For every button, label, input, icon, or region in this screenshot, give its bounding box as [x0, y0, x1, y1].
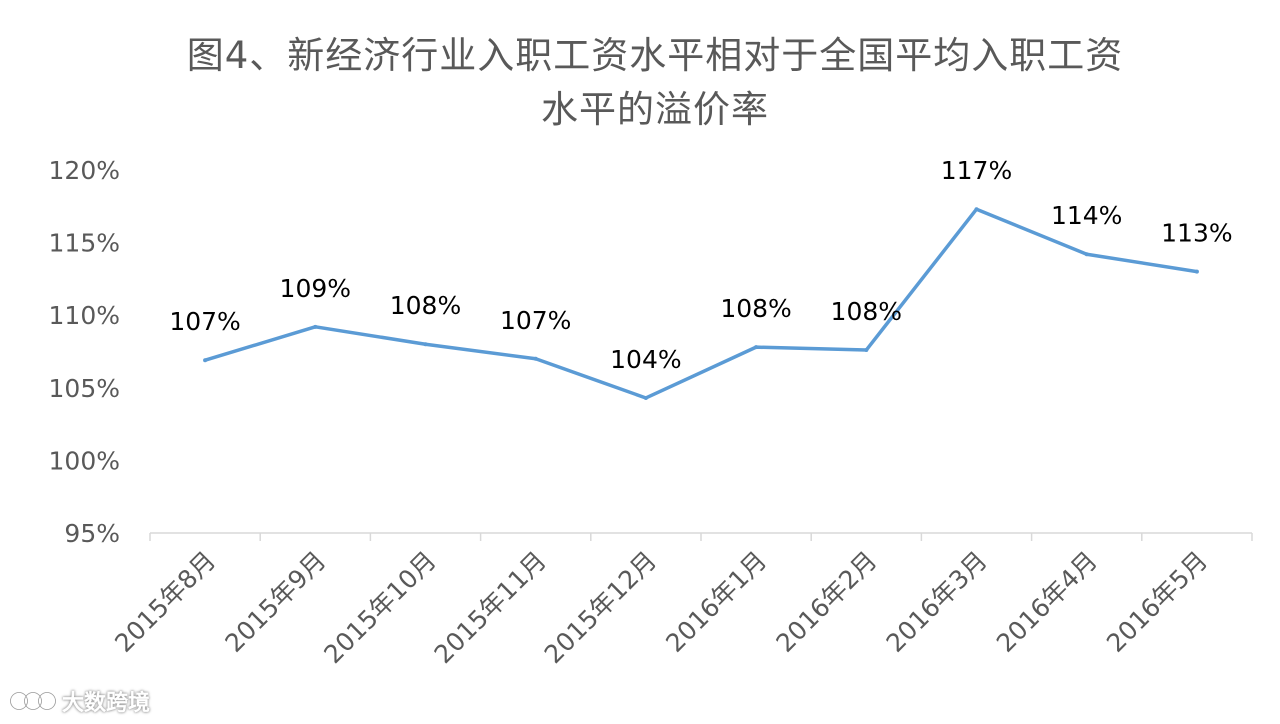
x-tick-label: 2015年10月	[318, 546, 441, 669]
data-labels: 107% 109% 108% 107% 104% 108% 108% 117% 114% 113%	[169, 156, 1232, 374]
data-point	[1194, 269, 1199, 274]
data-point	[1084, 252, 1089, 257]
y-tick-label: 110%	[49, 301, 120, 330]
chart-title-line1: 图4、新经济行业入职工资水平相对于全国平均入职工资	[186, 34, 1124, 77]
y-tick-label: 120%	[49, 156, 120, 185]
x-tick-label: 2016年2月	[770, 546, 882, 658]
data-point	[754, 345, 759, 350]
data-label: 107%	[169, 307, 240, 336]
data-point	[864, 348, 869, 353]
data-point	[423, 342, 428, 347]
watermark-text: 大数跨境	[62, 691, 151, 716]
y-axis: 95% 100% 105% 110% 115% 120%	[49, 156, 120, 548]
x-tick-label: 2016年5月	[1101, 546, 1213, 658]
data-label: 117%	[941, 156, 1012, 185]
data-point	[974, 207, 979, 212]
x-tick-label: 2015年11月	[429, 546, 552, 669]
y-tick-label: 100%	[49, 446, 120, 475]
x-tick-label: 2016年4月	[991, 546, 1103, 658]
x-tick-label: 2016年3月	[881, 546, 993, 658]
watermark: 大数跨境	[10, 686, 150, 716]
chart-title-line2: 水平的溢价率	[541, 88, 769, 131]
data-label: 114%	[1051, 201, 1122, 230]
x-axis: 2015年8月2015年9月2015年10月2015年11月2015年12月20…	[109, 532, 1253, 669]
data-label: 108%	[831, 297, 902, 326]
x-tick-label: 2015年12月	[539, 546, 662, 669]
data-label: 108%	[720, 294, 791, 323]
x-tick-label: 2016年1月	[660, 546, 772, 658]
series	[203, 207, 1199, 400]
y-tick-label: 115%	[49, 229, 120, 258]
data-label: 108%	[390, 291, 461, 320]
data-label: 107%	[500, 306, 571, 335]
data-point	[533, 356, 538, 361]
data-label: 113%	[1161, 219, 1232, 248]
x-tick-label: 2015年8月	[109, 546, 221, 658]
series-line	[203, 207, 1199, 400]
data-point	[643, 395, 648, 400]
data-point	[313, 324, 318, 329]
watermark-logo-icon	[10, 692, 56, 710]
data-point	[203, 358, 208, 363]
y-tick-label: 105%	[49, 374, 120, 403]
y-tick-label: 95%	[64, 519, 120, 548]
x-tick-label: 2015年9月	[219, 546, 331, 658]
data-label: 104%	[610, 345, 681, 374]
data-label: 109%	[280, 274, 351, 303]
